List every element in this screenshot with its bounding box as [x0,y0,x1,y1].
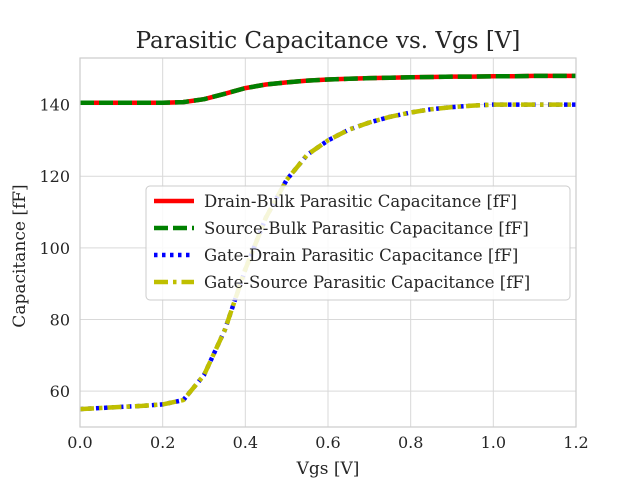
legend: Drain-Bulk Parasitic Capacitance [fF] Sou… [145,185,571,301]
x-tick-label: 0.0 [67,433,92,452]
legend-label-3: Gate-Drain Parasitic Capacitance [fF] [204,246,518,265]
x-tick-label: 0.4 [233,433,258,452]
y-tick-label: 100 [39,239,70,258]
series-lines [79,73,576,412]
x-tick-label: 1.0 [481,433,506,452]
tick-labels: 0.0 0.2 0.4 0.6 0.8 1.0 1.2 60 80 100 120 140 [39,96,588,452]
x-axis-label: Vgs [V] [296,459,360,479]
x-tick-label: 0.2 [150,433,175,452]
y-tick-label: 140 [39,96,70,115]
y-tick-label: 80 [50,311,70,330]
legend-box [145,185,571,301]
plot-frame [79,57,577,428]
series-line-4 [79,102,576,412]
legend-label-4: Gate-Source Parasitic Capacitance [fF] [204,273,530,292]
y-axis-label: Capacitance [fF] [10,184,30,327]
legend-label-1: Drain-Bulk Parasitic Capacitance [fF] [204,192,517,211]
y-tick-label: 60 [50,382,70,401]
legend-label-2: Source-Bulk Parasitic Capacitance [fF] [204,219,529,238]
y-tick-label: 120 [39,167,70,186]
x-tick-label: 1.2 [563,433,588,452]
chart-title: Parasitic Capacitance vs. Vgs [V] [136,28,521,54]
series-line-2 [80,73,576,106]
x-tick-label: 0.8 [398,433,423,452]
x-tick-label: 0.6 [315,433,340,452]
